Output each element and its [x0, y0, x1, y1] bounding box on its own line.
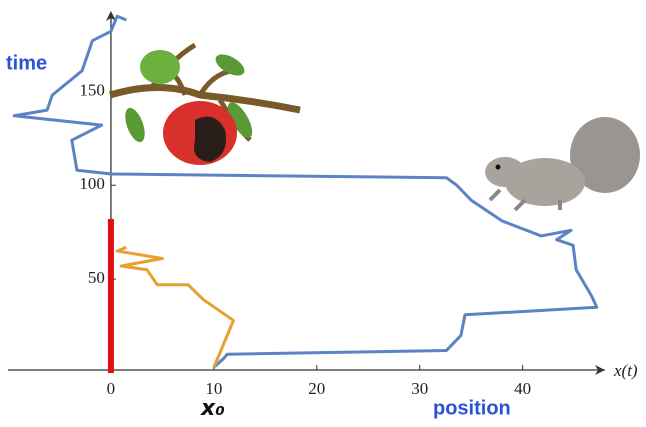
apple-illustration [110, 45, 300, 165]
red-bar [108, 219, 114, 373]
x-tick-label: 30 [411, 379, 428, 398]
x-tick-label: 0 [107, 379, 116, 398]
y-tick-label: 100 [79, 174, 105, 193]
x-axis-label: x(t) [613, 361, 638, 380]
annotation: x₀ [200, 396, 225, 421]
x-tick-label: 40 [514, 379, 531, 398]
squirrel-illustration [485, 117, 640, 210]
x-tick-label: 20 [308, 379, 325, 398]
y-label: time [6, 52, 47, 74]
series-line [117, 247, 233, 367]
y-tick-label: 150 [79, 80, 105, 99]
y-tick-label: 50 [88, 268, 105, 287]
x-label: position [433, 397, 511, 419]
chart: 01020304050100150 time position x₀ x(t) [0, 0, 646, 427]
page: {"chart_data": {"type": "line", "y_label… [0, 0, 646, 427]
